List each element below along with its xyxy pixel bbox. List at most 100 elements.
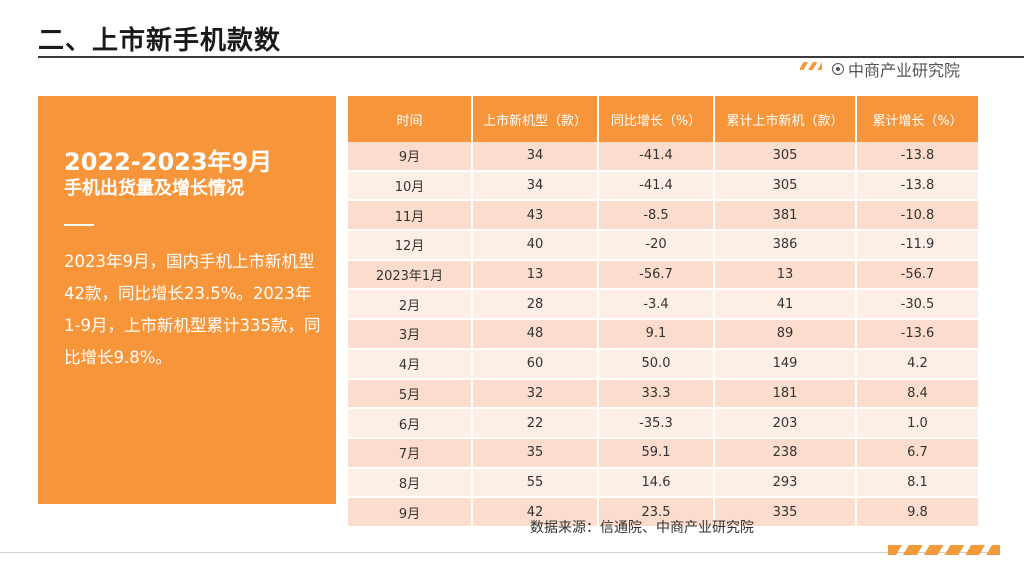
panel-divider [64,224,94,226]
table-cell: 203 [714,408,857,439]
table-cell: 2月 [348,289,473,321]
page-title: 二、上市新手机款数 [38,26,282,56]
table-cell: -10.8 [856,200,978,232]
table-cell: 13 [714,259,857,291]
table-cell: -35.3 [598,408,715,439]
table-cell: 89 [714,319,857,350]
table-cell: 59.1 [598,437,715,469]
table-cell: 22 [472,408,599,439]
footer-line [0,552,1000,553]
table-row: 9月 42 23.5 335 9.8 [348,497,978,528]
table-cell: 9月 [348,142,473,172]
table-cell: 149 [714,348,857,380]
table-cell: -41.4 [598,142,715,172]
panel-subtitle: 手机出货量及增长情况 [64,178,244,199]
table-cell: -8.5 [598,200,715,232]
table-cell: 33.3 [598,378,715,410]
table-cell: 14.6 [598,467,715,499]
footer-stripes-decoration [888,545,1000,555]
table-cell: 4.2 [856,348,978,380]
table-cell: -13.8 [856,170,978,202]
table-cell: 305 [714,170,857,202]
table-cell: 8.4 [856,378,978,410]
table-cell: 9.8 [856,497,978,528]
table-cell: 34 [472,142,599,172]
table-row: 12月 40 -20 386 -11.9 [348,230,978,261]
table-header-cell: 时间 [348,96,473,142]
table-cell: 386 [714,230,857,261]
table-cell: 5月 [348,378,473,410]
table-cell: 335 [714,497,857,528]
title-underline [38,56,1024,58]
table-cell: 12月 [348,230,473,261]
table-header-cell: 上市新机型（款） [472,96,599,142]
table-cell: 2023年1月 [348,259,473,291]
table-cell: 8月 [348,467,473,499]
table-cell: 13 [472,259,599,291]
table-cell: 305 [714,142,857,172]
table-cell: 48 [472,319,599,350]
table-row: 11月 43 -8.5 381 -10.8 [348,200,978,232]
table-cell: 11月 [348,200,473,232]
table-row: 8月 55 14.6 293 8.1 [348,467,978,499]
table-cell: 28 [472,289,599,321]
table-cell: -13.8 [856,142,978,172]
table-cell: -41.4 [598,170,715,202]
table-cell: 1.0 [856,408,978,439]
table-cell: 8.1 [856,467,978,499]
table-cell: 7月 [348,437,473,469]
table-cell: 6月 [348,408,473,439]
table-cell: 293 [714,467,857,499]
target-icon [832,63,844,75]
table-cell: 32 [472,378,599,410]
table-cell: 40 [472,230,599,261]
table-row: 5月 32 33.3 181 8.4 [348,378,978,410]
table-cell: 34 [472,170,599,202]
table-cell: 50.0 [598,348,715,380]
table-row: 3月 48 9.1 89 -13.6 [348,319,978,350]
table-row: 6月 22 -35.3 203 1.0 [348,408,978,439]
panel-description: 2023年9月，国内手机上市新机型42款，同比增长23.5%。2023年1-9月… [64,252,321,367]
table-header-row: 时间 上市新机型（款） 同比增长（%） 累计上市新机（款） 累计增长（%） [348,96,978,142]
table-cell: -56.7 [856,259,978,291]
table-cell: 10月 [348,170,473,202]
table-header-cell: 同比增长（%） [598,96,715,142]
table-cell: 35 [472,437,599,469]
header-stripes-decoration [800,62,822,70]
table-cell: 9月 [348,497,473,528]
data-source: 数据来源：信通院、中商产业研究院 [530,520,754,536]
table-cell: 41 [714,289,857,321]
table-cell: 43 [472,200,599,232]
table-row: 10月 34 -41.4 305 -13.8 [348,170,978,202]
summary-panel: 2022-2023年9月 手机出货量及增长情况 2023年9月，国内手机上市新机… [38,96,336,504]
table-row: 2023年1月 13 -56.7 13 -56.7 [348,259,978,291]
data-table: 时间 上市新机型（款） 同比增长（%） 累计上市新机（款） 累计增长（%） 9月 34 -4… [348,96,978,528]
table-cell: 9.1 [598,319,715,350]
table-cell: 181 [714,378,857,410]
brand-text: 中商产业研究院 [848,61,961,80]
table-cell: -56.7 [598,259,715,291]
table-row: 7月 35 59.1 238 6.7 [348,437,978,469]
table-header-cell: 累计上市新机（款） [714,96,857,142]
table-cell: -11.9 [856,230,978,261]
table-cell: 55 [472,467,599,499]
table-header-cell: 累计增长（%） [856,96,978,142]
table-row: 2月 28 -3.4 41 -30.5 [348,289,978,321]
table-cell: 60 [472,348,599,380]
table-cell: 23.5 [598,497,715,528]
table-cell: -30.5 [856,289,978,321]
brand-label: 中商产业研究院 [832,57,960,81]
table-cell: 6.7 [856,437,978,469]
table-cell: 381 [714,200,857,232]
table-body: 9月 34 -41.4 305 -13.8 10月 34 -41.4 305 -13.8 11月 43… [348,142,978,528]
table-cell: -20 [598,230,715,261]
table-cell: -3.4 [598,289,715,321]
data-table-container: 时间 上市新机型（款） 同比增长（%） 累计上市新机（款） 累计增长（%） 9月 34 -4… [348,96,978,528]
table-row: 4月 60 50.0 149 4.2 [348,348,978,380]
table-row: 9月 34 -41.4 305 -13.8 [348,142,978,172]
table-cell: 4月 [348,348,473,380]
panel-title: 2022-2023年9月 [64,148,273,176]
table-cell: 238 [714,437,857,469]
table-cell: 42 [472,497,599,528]
table-cell: -13.6 [856,319,978,350]
